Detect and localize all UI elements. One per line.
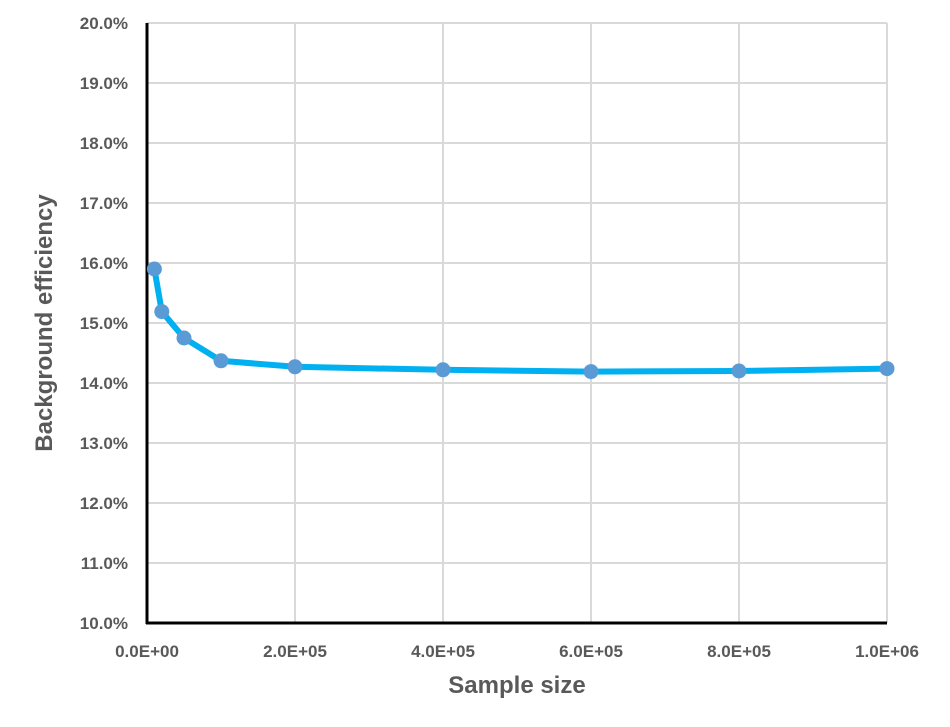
- y-axis-ticks: 10.0% 11.0% 12.0% 13.0% 14.0% 15.0% 16.0% 17.0%…: [80, 14, 128, 633]
- data-point: [435, 362, 451, 378]
- y-axis-title: Background efficiency: [31, 194, 58, 452]
- y-tick-label: 18.0%: [80, 134, 128, 153]
- data-point: [146, 261, 162, 277]
- y-tick-label: 12.0%: [80, 494, 128, 513]
- data-point: [213, 353, 229, 369]
- series-line: [151, 266, 890, 375]
- x-axis-ticks: 0.0E+00 2.0E+05 4.0E+05 6.0E+05 8.0E+05 1.0E+…: [115, 642, 919, 661]
- gridlines: [147, 22, 888, 623]
- x-tick-label: 4.0E+05: [411, 642, 475, 661]
- x-tick-label: 2.0E+05: [263, 642, 327, 661]
- x-tick-label: 1.0E+06: [855, 642, 919, 661]
- x-tick-label: 0.0E+00: [115, 642, 179, 661]
- data-point: [176, 330, 192, 346]
- series-group: [146, 261, 895, 380]
- x-axis-title: Sample size: [448, 672, 585, 699]
- y-tick-label: 10.0%: [80, 614, 128, 633]
- y-tick-label: 13.0%: [80, 434, 128, 453]
- data-point: [879, 361, 895, 377]
- y-tick-label: 14.0%: [80, 374, 128, 393]
- data-point: [583, 364, 599, 380]
- data-point: [731, 363, 747, 379]
- data-point: [154, 304, 170, 320]
- axes: [145, 23, 887, 625]
- y-tick-label: 11.0%: [81, 554, 128, 573]
- y-tick-label: 20.0%: [80, 14, 128, 33]
- x-tick-label: 8.0E+05: [707, 642, 771, 661]
- data-point: [287, 359, 303, 375]
- y-tick-label: 17.0%: [80, 194, 128, 213]
- x-tick-label: 6.0E+05: [559, 642, 623, 661]
- y-tick-label: 15.0%: [80, 314, 128, 333]
- y-tick-label: 19.0%: [80, 74, 128, 93]
- y-tick-label: 16.0%: [80, 254, 128, 273]
